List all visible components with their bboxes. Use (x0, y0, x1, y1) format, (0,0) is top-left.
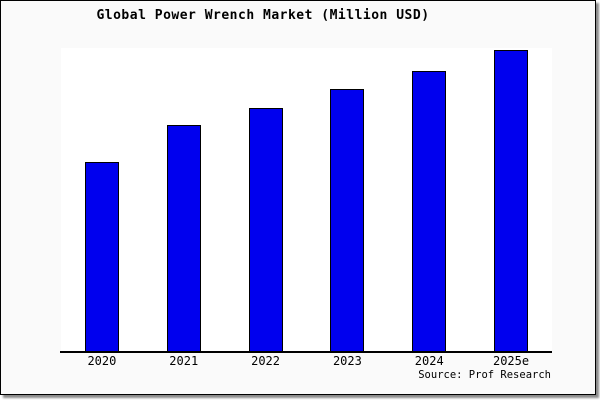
x-axis-label-2022: 2022 (251, 354, 281, 368)
x-axis-label-2024: 2024 (414, 354, 444, 368)
plot-area (61, 48, 552, 352)
bar-2022 (248, 108, 283, 352)
x-axis-line (60, 351, 552, 353)
source-credit: Source: Prof Research (418, 369, 551, 381)
bar-2025e (494, 50, 529, 352)
chart-title: Global Power Wrench Market (Million USD) (96, 8, 430, 23)
x-axis-label-2021: 2021 (169, 354, 199, 368)
bar-2020 (84, 162, 119, 352)
x-axis-label-2025e: 2025e (492, 354, 530, 368)
x-axis-label-2023: 2023 (332, 354, 362, 368)
x-axis-label-2020: 2020 (87, 354, 117, 368)
x-axis-labels: 2020 2021 2022 2023 2024 2025e (61, 355, 552, 368)
bar-2021 (166, 125, 201, 352)
bar-2023 (330, 89, 365, 352)
bar-2024 (412, 71, 447, 352)
